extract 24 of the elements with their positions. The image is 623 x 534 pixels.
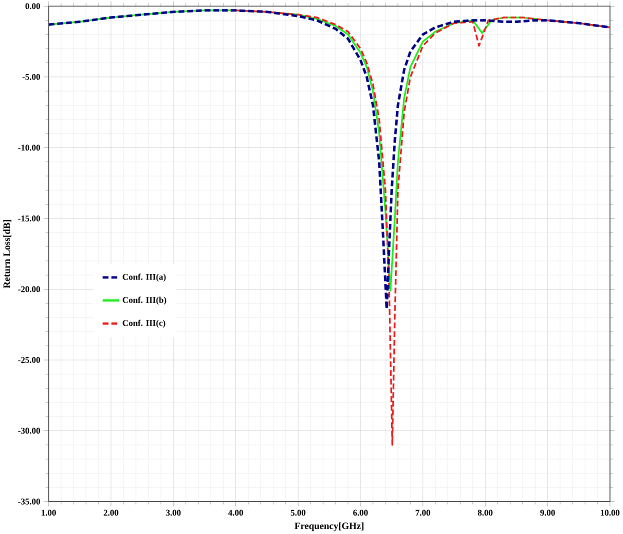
y-tick-label: -30.00 [18,428,40,434]
y-tick-label: -25.00 [18,356,40,363]
y-tick-label: 0.00 [25,3,40,9]
legend-label: Conf. III(a) [122,273,166,282]
x-axis-title: Frequency[GHz] [294,522,364,531]
legend-label: Conf. III(b) [122,296,166,304]
y-tick-label: -5.00 [22,74,40,80]
x-tick-label: 10.00 [600,510,620,516]
y-tick-label: -20.00 [18,286,40,292]
x-tick-label: 5.00 [290,510,306,516]
x-tick-label: 2.00 [104,510,118,516]
x-tick-label: 1.00 [42,510,56,516]
y-tick-label: -15.00 [18,215,40,222]
x-tick-label: 7.00 [416,510,430,516]
x-tick-label: 9.00 [540,510,555,516]
y-tick-label: -10.00 [18,144,40,150]
x-tick-label: 4.00 [228,510,244,516]
x-tick-label: 6.00 [353,510,368,516]
x-tick-label: 3.00 [166,510,181,516]
line-series [234,9,610,446]
x-tick-label: 8.00 [478,510,493,516]
y-axis-title: Return Loss[dB] [3,220,12,288]
legend-label: Conf. III(c) [122,320,166,328]
y-tick-label: -35.00 [18,498,40,504]
